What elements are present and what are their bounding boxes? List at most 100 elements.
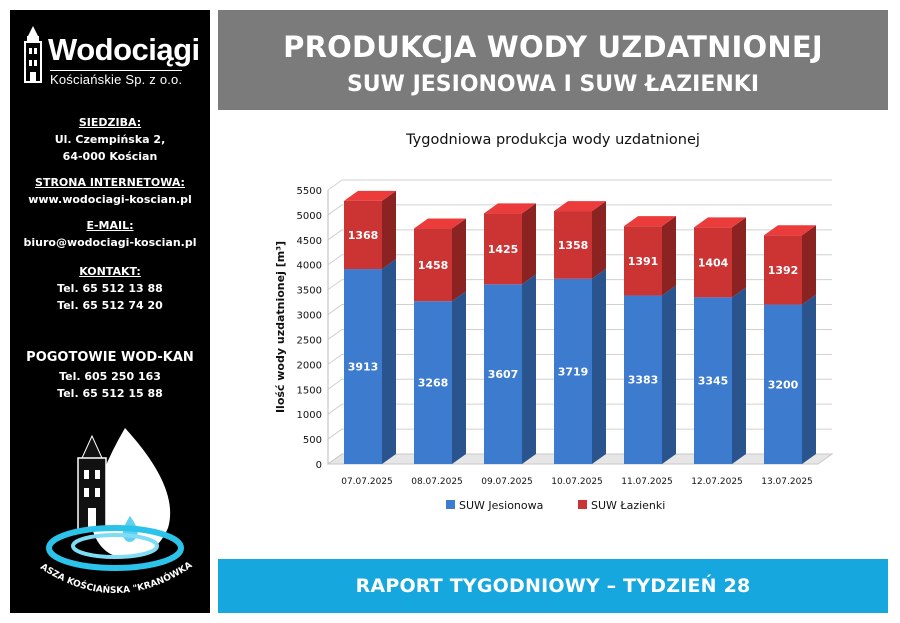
data-label: 1404 [698,256,729,269]
data-label: 1368 [348,229,379,242]
bar-segment [414,228,452,302]
bar-side [522,203,536,285]
kontakt-block: KONTAKT: Tel. 65 512 13 88 Tel. 65 512 7… [10,263,210,314]
pogotowie-block: POGOTOWIE WOD-KAN Tel. 605 250 163 Tel. … [10,348,210,402]
siedziba-line2: 64-000 Kościan [62,150,158,163]
pogotowie-tel1: Tel. 605 250 163 [59,370,161,383]
kontakt-tel1: Tel. 65 512 13 88 [57,282,163,295]
y-tick-label: 1000 [297,410,322,421]
bar-top [484,203,536,214]
x-tick-label: 12.07.2025 [691,477,743,487]
bar-segment [484,213,522,285]
kontakt-label: KONTAKT: [79,265,141,278]
bar-segment [344,200,382,270]
y-axis-label: Ilość wody uzdatnionej [m³] [274,241,287,413]
bar-segment [344,269,382,464]
data-label: 3719 [558,365,589,378]
data-label: 3383 [628,374,659,387]
bar-top [624,216,676,227]
data-label: 1392 [768,264,799,277]
page-subtitle: SUW JESIONOWA I SUW ŁAZIENKI [346,72,760,97]
gridline-side [327,229,343,241]
x-tick-label: 13.07.2025 [761,477,813,487]
bar-segment [764,304,802,464]
data-label: 1358 [558,239,589,252]
siedziba-line1: Ul. Czempińska 2, [54,133,166,146]
bar-segment [694,227,732,298]
data-label: 3200 [768,378,799,391]
bar-side [382,259,396,464]
logo-subtitle: Kościańskie Sp. z o.o. [50,70,183,87]
tower-icon [77,434,107,531]
data-label: 1391 [628,255,659,268]
bar-segment [554,278,592,464]
gridline-side [327,304,343,315]
bar-top [694,217,746,228]
data-label: 3913 [348,361,379,374]
page-title: PRODUKCJA WODY UZDATNIONEJ [283,30,823,64]
siedziba-block: SIEDZIBA: Ul. Czempińska 2, 64-000 Kości… [10,114,210,165]
y-tick-label: 4500 [297,236,322,247]
x-tick-label: 11.07.2025 [621,477,673,487]
stacked-bar-chart: 0 500 1000 1500 2000 2500 3000 3500 4000 4500 5000… [274,179,834,512]
siedziba-label: SIEDZIBA: [78,116,142,129]
company-logo: Wodociągi Kościańskie Sp. z o.o. [18,26,208,90]
email-link[interactable]: biuro@wodociagi-koscian.pl [23,236,197,249]
gridline-side [327,279,343,291]
gridline-side [327,329,343,340]
sidebar: Wodociągi Kościańskie Sp. z o.o. SIEDZIB… [10,10,210,613]
bar-segment [624,295,662,464]
bar-segment [694,297,732,464]
kranowka-logo: NASZA KOŚCIAŃSKA "KRANÓWKA" [30,418,194,596]
data-label: 3345 [698,375,729,388]
logo-name: Wodociągi [48,32,200,67]
kontakt-tel2: Tel. 65 512 74 20 [57,299,163,312]
bar-side [522,274,536,464]
bar-side [452,218,466,302]
data-label: 1425 [488,243,519,256]
bar-segment [554,211,592,279]
data-label: 1458 [418,259,449,272]
y-tick-label: 5500 [297,186,322,197]
y-tick-label: 2000 [297,360,322,371]
gridline-side [327,403,343,415]
gridline-side [327,204,343,216]
y-tick-label: 4000 [297,261,322,272]
pogotowie-label: POGOTOWIE WOD-KAN [26,350,194,365]
legend-label: SUW Łazienki [591,499,665,512]
data-label: 3268 [418,377,449,390]
bar-side [382,190,396,270]
bar-segment [764,235,802,305]
tower-logo-icon [24,26,42,83]
report-footer: RAPORT TYGODNIOWY – TYDZIEŃ 28 [218,559,888,613]
y-tick-label: 0 [316,460,322,471]
bar-side [662,216,676,296]
bar-side [732,217,746,298]
www-link[interactable]: www.wodociagi-koscian.pl [28,193,192,206]
bar-top [764,225,816,236]
report-header: PRODUKCJA WODY UZDATNIONEJ SUW JESIONOWA… [218,10,888,110]
bar-segment [484,284,522,464]
x-tick-label: 07.07.2025 [341,477,393,487]
gridline-side [327,353,343,365]
legend-swatch [446,500,455,509]
x-tick-label: 08.07.2025 [411,477,463,487]
legend-label: SUW Jesionowa [459,499,543,512]
www-block: STRONA INTERNETOWA: www.wodociagi-koscia… [10,174,210,208]
x-tick-label: 10.07.2025 [551,477,603,487]
bar-top [414,218,466,229]
bar-side [662,285,676,464]
email-block: E-MAIL: biuro@wodociagi-koscian.pl [10,217,210,251]
legend-swatch [578,500,587,509]
gridline-side [327,254,343,266]
chart-title: Tygodniowa produkcja wody uzdatnionej [406,132,700,148]
x-tick-label: 09.07.2025 [481,477,533,487]
bar-side [592,268,606,464]
gridline-side [327,428,343,440]
bar-top [344,190,396,201]
bar-top [554,201,606,212]
email-label: E-MAIL: [86,219,134,232]
pogotowie-tel2: Tel. 65 512 15 88 [57,387,163,400]
chart-area: 0 500 1000 1500 2000 2500 3000 3500 4000 4500 5000… [218,118,888,548]
bar-side [592,201,606,279]
